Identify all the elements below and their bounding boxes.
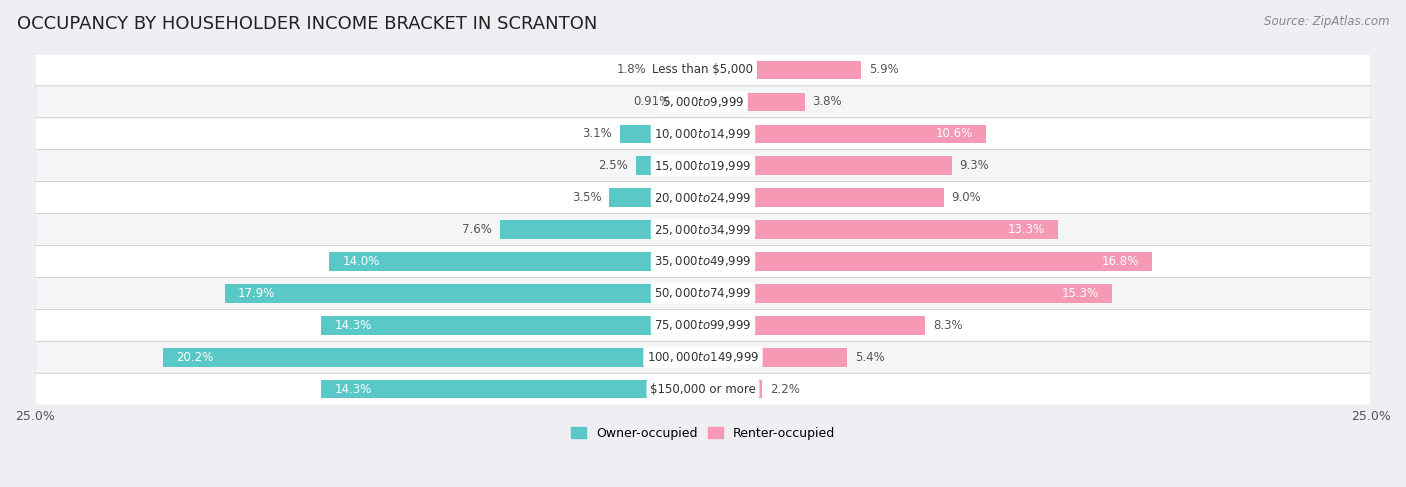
FancyBboxPatch shape [35,86,1371,118]
Text: 10.6%: 10.6% [935,127,973,140]
Text: $35,000 to $49,999: $35,000 to $49,999 [654,255,752,268]
Bar [329,252,703,271]
Bar [321,316,703,335]
Bar [703,188,943,207]
Bar [163,348,703,367]
Text: $100,000 to $149,999: $100,000 to $149,999 [647,350,759,364]
Bar [679,93,703,111]
Text: 3.5%: 3.5% [572,191,602,204]
Bar [703,348,848,367]
Text: Less than $5,000: Less than $5,000 [652,63,754,76]
Bar [703,252,1152,271]
Text: 3.8%: 3.8% [813,95,842,108]
Text: $75,000 to $99,999: $75,000 to $99,999 [654,318,752,332]
Text: $15,000 to $19,999: $15,000 to $19,999 [654,159,752,173]
FancyBboxPatch shape [35,182,1371,214]
Text: $20,000 to $24,999: $20,000 to $24,999 [654,190,752,205]
Text: $5,000 to $9,999: $5,000 to $9,999 [662,95,744,109]
FancyBboxPatch shape [35,245,1371,278]
FancyBboxPatch shape [35,150,1371,182]
Text: 9.0%: 9.0% [952,191,981,204]
Bar [703,316,925,335]
Legend: Owner-occupied, Renter-occupied: Owner-occupied, Renter-occupied [567,422,839,445]
Bar [703,380,762,398]
Text: 13.3%: 13.3% [1008,223,1045,236]
Text: 14.3%: 14.3% [335,319,371,332]
FancyBboxPatch shape [35,373,1371,405]
Text: 17.9%: 17.9% [238,287,276,300]
Text: 14.3%: 14.3% [335,383,371,396]
Text: $50,000 to $74,999: $50,000 to $74,999 [654,286,752,300]
Text: 5.4%: 5.4% [855,351,884,364]
FancyBboxPatch shape [35,54,1371,86]
Bar [703,61,860,79]
FancyBboxPatch shape [35,118,1371,150]
Text: 5.9%: 5.9% [869,63,898,76]
Bar [501,220,703,239]
Text: 20.2%: 20.2% [177,351,214,364]
Text: 15.3%: 15.3% [1062,287,1098,300]
Bar [225,284,703,302]
Bar [655,61,703,79]
Bar [321,380,703,398]
Text: 9.3%: 9.3% [959,159,990,172]
FancyBboxPatch shape [35,278,1371,309]
Text: 2.2%: 2.2% [770,383,800,396]
Text: $10,000 to $14,999: $10,000 to $14,999 [654,127,752,141]
Text: 14.0%: 14.0% [342,255,380,268]
Bar [636,156,703,175]
Text: 16.8%: 16.8% [1101,255,1139,268]
Bar [620,125,703,143]
Text: 1.8%: 1.8% [617,63,647,76]
Bar [703,93,804,111]
Bar [703,125,986,143]
Bar [703,156,952,175]
Text: $150,000 or more: $150,000 or more [650,383,756,396]
Text: $25,000 to $34,999: $25,000 to $34,999 [654,223,752,237]
Text: Source: ZipAtlas.com: Source: ZipAtlas.com [1264,15,1389,28]
Text: 0.91%: 0.91% [634,95,671,108]
FancyBboxPatch shape [35,309,1371,341]
Bar [703,284,1112,302]
FancyBboxPatch shape [35,341,1371,373]
Text: 8.3%: 8.3% [932,319,963,332]
Text: OCCUPANCY BY HOUSEHOLDER INCOME BRACKET IN SCRANTON: OCCUPANCY BY HOUSEHOLDER INCOME BRACKET … [17,15,598,33]
Bar [703,220,1059,239]
Text: 3.1%: 3.1% [582,127,612,140]
Text: 2.5%: 2.5% [599,159,628,172]
Bar [609,188,703,207]
FancyBboxPatch shape [35,214,1371,245]
Text: 7.6%: 7.6% [463,223,492,236]
